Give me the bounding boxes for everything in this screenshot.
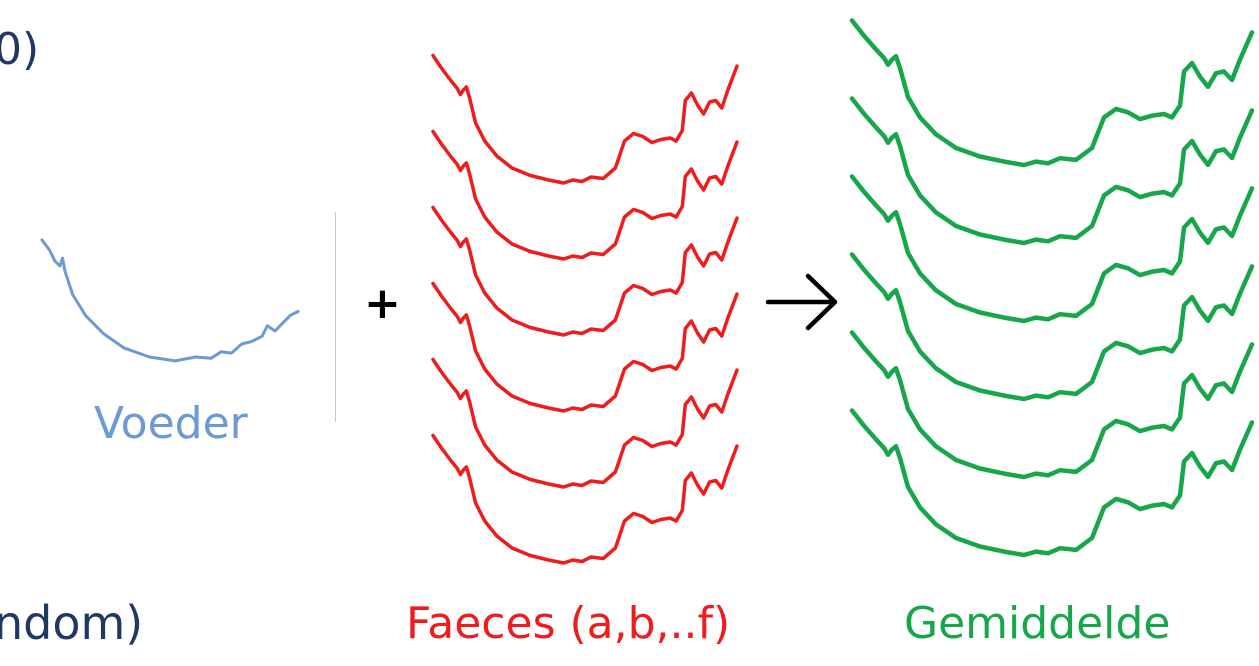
faeces-label: Faeces (a,b,..f) [406,598,731,649]
average-spectrum-line [849,330,1255,480]
bottom-left-heading-fragment: ndom) [0,596,144,650]
plus-sign: + [364,278,401,329]
feed-label: Voeder [94,398,248,449]
faeces-spectrum-line [431,53,739,185]
average-spectrum-line [849,96,1255,246]
average-spectrum-line [849,174,1255,324]
right-arrow-icon [765,273,838,331]
faeces-spectrum-line [431,357,739,489]
faeces-spectrum-line [431,281,739,413]
feed-spectrum-line [40,238,300,363]
divider [335,212,336,422]
top-left-heading-fragment: 0) [0,24,40,75]
average-spectrum-line [849,408,1255,558]
average-spectrum-line [849,18,1255,168]
faeces-spectrum-line [431,433,739,565]
average-label: Gemiddelde [904,598,1171,649]
faeces-spectrum-line [431,129,739,261]
faeces-spectrum-line [431,205,739,337]
average-spectrum-line [849,252,1255,402]
